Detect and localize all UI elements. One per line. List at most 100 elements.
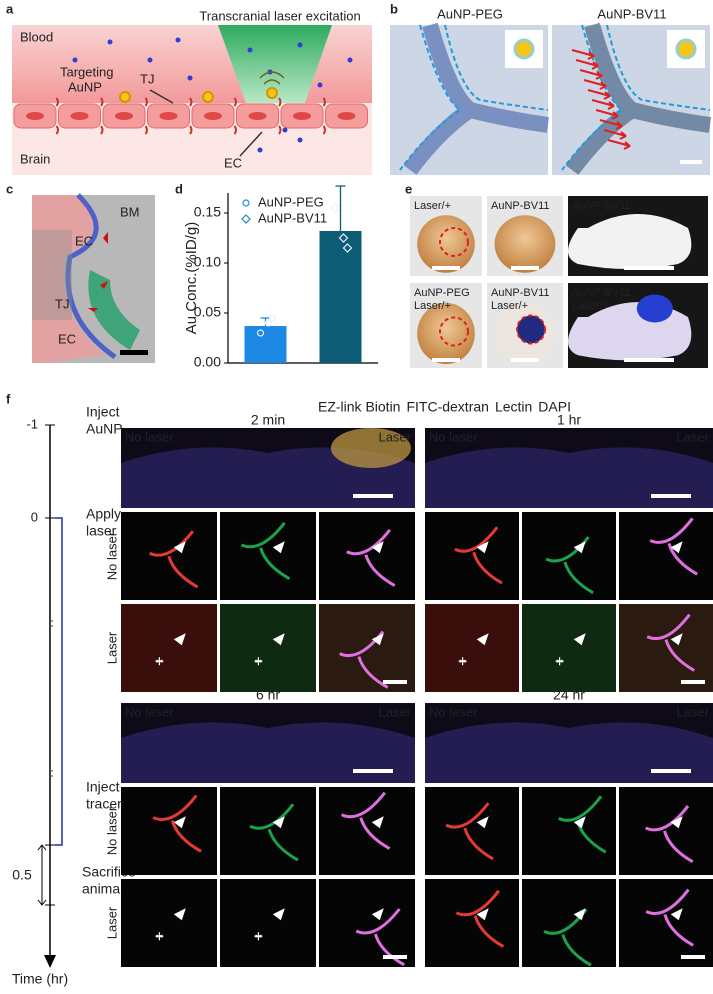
- micrograph: [220, 512, 316, 600]
- annotation: EC: [224, 155, 242, 170]
- arrowhead: [476, 816, 489, 829]
- arrow: [571, 49, 595, 60]
- annotation: EC: [75, 233, 93, 248]
- photo-label: Laser/+: [414, 300, 451, 312]
- error-bar: [335, 185, 346, 231]
- micrograph: [522, 879, 616, 967]
- vessel: [340, 791, 391, 850]
- vessel: [240, 521, 291, 580]
- stain-legend: EZ-link Biotin: [318, 399, 400, 415]
- nanoparticle: [347, 57, 353, 63]
- timepoint-label: 1 hr: [557, 412, 581, 428]
- y-tick-label: 0.05: [194, 304, 221, 320]
- nanoparticle: [297, 42, 303, 48]
- image-label: Laser: [676, 704, 709, 719]
- brain: [494, 215, 556, 273]
- photo-label: AuNP-BV11: [491, 200, 550, 212]
- micrograph: [121, 512, 217, 600]
- tight-junction: [233, 97, 237, 135]
- image-label: No laser: [125, 429, 174, 444]
- vessel: [445, 802, 494, 861]
- data-point: [264, 319, 273, 327]
- asterisk: [458, 657, 467, 666]
- vessel: [545, 536, 594, 595]
- interval: [37, 844, 47, 906]
- asterisk: [155, 657, 164, 666]
- arrowhead: [573, 633, 586, 646]
- tight-junction: [189, 97, 193, 135]
- image-label: No laser: [429, 429, 478, 444]
- vessel: [355, 908, 405, 967]
- timeline-event: Inject: [86, 404, 120, 420]
- nucleus: [204, 112, 222, 120]
- arrow: [587, 89, 611, 100]
- annotation: EC: [58, 331, 76, 346]
- arrowhead: [476, 908, 489, 921]
- micrograph: [220, 879, 316, 967]
- scale-bar: [353, 494, 393, 498]
- arrowhead: [272, 908, 285, 921]
- scale-bar: [651, 769, 691, 773]
- region-label: Blood: [20, 29, 53, 44]
- scale-bar: [511, 266, 539, 270]
- micrograph: [522, 604, 616, 692]
- cortex: [121, 447, 415, 508]
- micrograph: [319, 879, 415, 967]
- nanoparticle: [72, 57, 78, 63]
- aunp: [119, 91, 131, 103]
- nucleus: [70, 112, 89, 120]
- image-label: No laser: [429, 704, 478, 719]
- scale-bar: [383, 955, 407, 959]
- interval-label: 0.5: [12, 867, 32, 883]
- arrow: [149, 89, 174, 104]
- scale-bar: [680, 160, 702, 164]
- aunp: [266, 87, 278, 99]
- panel-label: c: [6, 181, 13, 196]
- nanoparticle: [247, 47, 253, 53]
- scale-bar: [353, 769, 393, 773]
- data-point: [330, 203, 341, 213]
- arrowhead: [670, 541, 683, 554]
- vessel: [249, 803, 299, 862]
- panel-label: d: [175, 181, 183, 196]
- arrowhead: [173, 633, 186, 646]
- row-label: Laser: [104, 631, 119, 664]
- nucleus: [26, 112, 44, 120]
- scale-bar: [432, 266, 460, 270]
- photo-label: Laser/+: [572, 300, 609, 312]
- bm-line: [65, 193, 117, 360]
- tight-junction: [144, 97, 148, 135]
- scale-bar: [681, 680, 705, 684]
- cortex: [425, 722, 713, 783]
- vessel: [148, 530, 199, 589]
- vessel: [152, 794, 202, 853]
- nucleus: [159, 112, 178, 120]
- asterisk: [254, 657, 263, 666]
- scale-bar: [624, 266, 674, 270]
- timeline-event: Inject: [86, 779, 120, 795]
- timeline-tick-label: 0: [31, 509, 38, 524]
- arrowhead: [476, 633, 489, 646]
- arrow: [579, 69, 603, 80]
- scale-bar: [624, 358, 674, 362]
- nucleus: [115, 112, 133, 120]
- micrograph: [220, 787, 316, 875]
- tight-junction: [322, 97, 326, 135]
- arrowhead: [272, 541, 285, 554]
- y-tick-label: 0.15: [194, 204, 221, 220]
- laser-signal: [330, 428, 411, 468]
- laser-spot: [439, 227, 469, 257]
- tight-junction: [55, 97, 59, 135]
- brain: [417, 302, 475, 365]
- timeline-event: animal: [82, 881, 123, 897]
- micrograph: [425, 604, 519, 692]
- scale-bar: [681, 955, 705, 959]
- tight-junction: [278, 97, 282, 135]
- dye: [636, 294, 673, 323]
- region-label: Brain: [20, 151, 50, 166]
- image-title: AuNP-BV11: [597, 6, 666, 21]
- stain-legend: DAPI: [538, 399, 571, 415]
- arrow: [88, 232, 108, 312]
- timeline-arrow: [44, 955, 56, 968]
